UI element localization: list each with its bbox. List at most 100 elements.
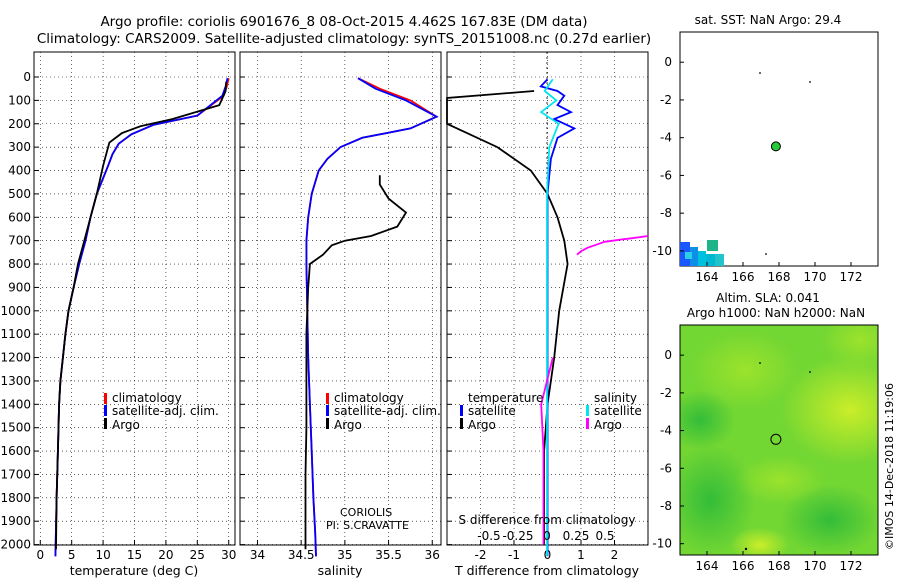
argo-position-marker[interactable] <box>770 141 781 152</box>
lat-tick-label: -8 <box>660 499 672 513</box>
lon-tick-label: 170 <box>804 270 827 284</box>
temperature-climatology-line <box>54 77 230 557</box>
sla-field <box>680 325 878 555</box>
lon-tick-label: 164 <box>696 559 719 573</box>
lon-tick-label: 164 <box>696 270 719 284</box>
pressure-tick-label: 0 <box>23 70 31 84</box>
s-diff-satellite-line <box>539 78 560 557</box>
sst-pixel <box>706 254 715 266</box>
legend-label: satellite-adj. clim. <box>334 404 441 418</box>
lat-tick-label: -2 <box>660 386 672 400</box>
x-tick-label: 15 <box>127 548 142 562</box>
pressure-tick-label: 400 <box>8 164 31 178</box>
x-tick-label: 34 <box>250 548 265 562</box>
x-tick-label: 25 <box>190 548 205 562</box>
lon-tick-label: 170 <box>804 559 827 573</box>
sla-map-title-2: Argo h1000: NaN h2000: NaN <box>687 306 865 320</box>
legend-label: Argo <box>112 418 140 432</box>
salinity-panel <box>239 51 442 546</box>
x-tick-label: 20 <box>158 548 173 562</box>
sla-map-axes: 164 166 168 170 172 0 -2 -4 -6 -8 -10 <box>652 348 862 573</box>
argo-position-marker[interactable] <box>770 433 782 445</box>
salinity-argo-line <box>304 175 408 550</box>
pressure-tick-label: 200 <box>8 117 31 131</box>
sla-low-patch <box>680 390 735 450</box>
lon-tick-label: 166 <box>732 559 755 573</box>
temperature-x-label: temperature (deg C) <box>70 563 199 578</box>
island-dot <box>765 253 767 255</box>
difference-legend: temperature satellite Argo salinity sate… <box>460 391 642 432</box>
legend-swatch <box>586 405 589 416</box>
s-diff-argo-line <box>576 235 649 256</box>
salinity-satellite-line <box>305 77 439 557</box>
salinity-x-label: salinity <box>318 563 363 578</box>
x-tick-label: 5 <box>68 548 76 562</box>
lat-tick-label: -6 <box>660 461 672 475</box>
legend-title-temperature: temperature <box>468 391 543 405</box>
lat-tick-label: -8 <box>660 206 672 220</box>
lat-tick-label: 0 <box>664 348 672 362</box>
legend-swatch <box>326 393 329 404</box>
temperature-argo-line <box>55 81 228 550</box>
sst-pixel <box>698 251 706 266</box>
legend-swatch <box>460 418 463 429</box>
legend-label: climatology <box>112 391 182 405</box>
legend-label: satellite <box>594 404 642 418</box>
sla-patch <box>690 330 800 410</box>
salinity-series <box>304 77 439 557</box>
island-dot <box>759 362 761 364</box>
s-tick-label: 0.25 <box>563 529 590 543</box>
pressure-axis: 0 100 200 300 400 500 600 700 800 900 1000 1100 1200… <box>0 70 31 552</box>
legend-label: satellite-adj. clim. <box>112 404 219 418</box>
x-tick-label: 36 <box>425 548 440 562</box>
lat-tick-label: -4 <box>660 424 672 438</box>
s-tick-label: 0.5 <box>595 529 614 543</box>
x-tick-label: 2 <box>611 548 619 562</box>
pressure-tick-label: 1700 <box>0 467 31 481</box>
temperature-grid: 0 5 10 15 20 25 30 <box>34 52 236 562</box>
s-tick-label: 0 <box>543 529 551 543</box>
sla-low-patch <box>780 485 878 555</box>
salinity-climatology-line <box>305 77 439 557</box>
pressure-tick-label: 1000 <box>0 304 31 318</box>
profile-pi: PI: S.CRAVATTE <box>326 519 409 532</box>
lon-tick-label: 168 <box>768 270 791 284</box>
island-dot <box>809 81 811 83</box>
lat-tick-label: -4 <box>660 131 672 145</box>
sst-pixel <box>685 252 692 259</box>
s-tick-label: -0.25 <box>502 529 533 543</box>
salinity-grid: 34 34.5 35 35.5 36 <box>240 52 441 562</box>
temperature-series <box>54 77 230 557</box>
lat-tick-label: 0 <box>664 55 672 69</box>
s-difference-label: S difference from climatology <box>459 513 636 527</box>
legend-label: satellite <box>468 404 516 418</box>
lat-tick-label: -2 <box>660 93 672 107</box>
x-tick-label: 0 <box>36 548 44 562</box>
title-line-2: Climatology: CARS2009. Satellite-adjuste… <box>37 31 651 47</box>
sst-pixel <box>707 240 718 251</box>
legend-swatch <box>586 418 589 429</box>
legend-label: climatology <box>334 391 404 405</box>
sst-map-axes: 164 166 168 170 172 0 -2 -4 -6 -8 -10 <box>652 55 862 284</box>
sla-high-patch <box>780 355 878 465</box>
sst-map-title: sat. SST: NaN Argo: 29.4 <box>695 13 842 27</box>
lon-tick-label: 168 <box>768 559 791 573</box>
legend-swatch <box>104 405 107 416</box>
legend-title-salinity: salinity <box>594 391 637 405</box>
profile-source: CORIOLIS <box>340 506 392 519</box>
sla-low-patch <box>680 445 755 555</box>
island-dot <box>744 547 748 551</box>
lat-tick-label: -10 <box>652 244 672 258</box>
pressure-tick-label: 1200 <box>0 351 31 365</box>
x-tick-label: 34.5 <box>288 548 315 562</box>
temperature-legend: climatology satellite-adj. clim. Argo <box>104 391 219 432</box>
legend-swatch <box>460 405 463 416</box>
pressure-tick-label: 1100 <box>0 327 31 341</box>
pressure-tick-label: 300 <box>8 140 31 154</box>
x-tick-label: 10 <box>95 548 110 562</box>
legend-swatch <box>326 405 329 416</box>
lon-tick-label: 166 <box>732 270 755 284</box>
pressure-tick-label: 2000 <box>0 538 31 552</box>
x-tick-label: -1 <box>508 548 520 562</box>
lat-tick-label: -10 <box>652 537 672 551</box>
